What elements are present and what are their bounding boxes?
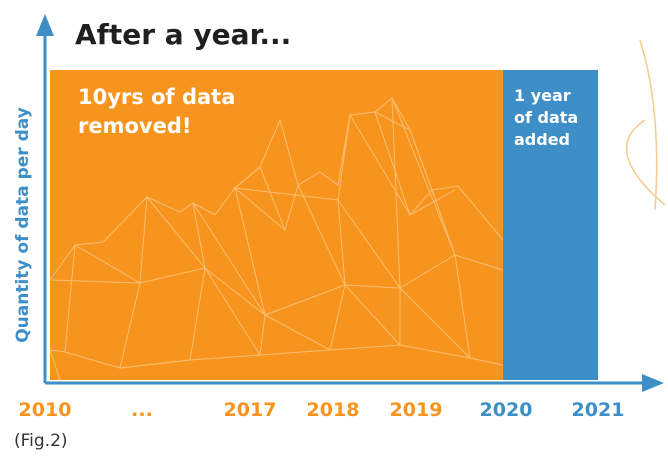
removed-text: 10yrs of data <box>78 85 235 109</box>
diagram: After a year... Quantity of data per day… <box>0 0 668 457</box>
y-arrow <box>36 14 54 36</box>
x-label: ... <box>131 399 153 421</box>
added-text: added <box>514 130 570 149</box>
added-text: 1 year <box>514 86 571 105</box>
x-label: 2021 <box>572 399 625 421</box>
caption: (Fig.2) <box>14 431 68 451</box>
x-label: 2017 <box>224 399 277 421</box>
removed-text: removed! <box>78 114 191 138</box>
x-arrow <box>642 374 664 392</box>
x-label: 2020 <box>480 399 533 421</box>
decor-curve <box>627 40 665 210</box>
x-label: 2019 <box>390 399 443 421</box>
y-axis-label: Quantity of data per day <box>13 107 33 343</box>
title: After a year... <box>75 18 291 51</box>
x-label: 2018 <box>307 399 360 421</box>
added-text: of data <box>514 108 578 127</box>
x-label: 2010 <box>19 399 72 421</box>
